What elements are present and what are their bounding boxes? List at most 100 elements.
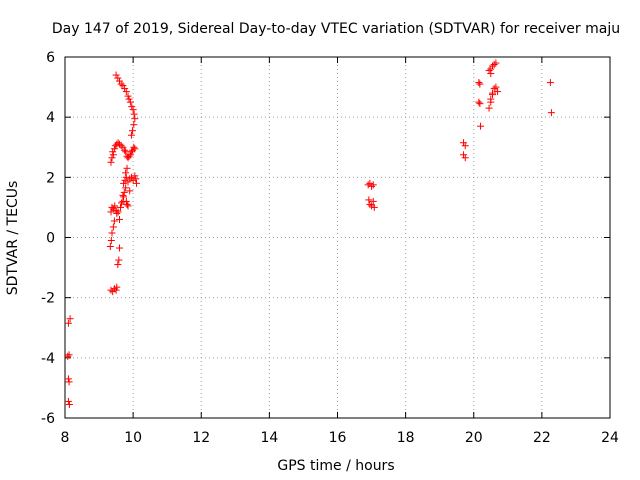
- data-point: [490, 61, 498, 69]
- data-point: [117, 80, 125, 88]
- data-point: [476, 80, 484, 88]
- data-point: [130, 110, 138, 118]
- data-point: [485, 67, 493, 75]
- x-tick-label: 14: [260, 430, 278, 446]
- data-point: [118, 199, 126, 207]
- data-point: [117, 142, 125, 150]
- data-point: [106, 243, 114, 251]
- data-point: [492, 83, 500, 91]
- data-point: [492, 59, 500, 67]
- data-point: [475, 79, 483, 87]
- data-point: [116, 244, 123, 252]
- data-point: [119, 82, 127, 90]
- data-point: [116, 140, 123, 148]
- data-point: [116, 215, 123, 223]
- data-point: [487, 95, 495, 103]
- data-point: [460, 151, 468, 159]
- y-tick-label: -2: [41, 291, 55, 307]
- x-axis: 8 10 12 14 16 18 20 22 24: [61, 57, 619, 446]
- data-point: [122, 169, 130, 177]
- data-point: [130, 143, 138, 151]
- data-series: [64, 59, 555, 408]
- data-point: [124, 92, 132, 100]
- data-point: [131, 115, 139, 123]
- data-point: [64, 352, 72, 360]
- data-point: [64, 397, 72, 405]
- data-point: [476, 100, 484, 108]
- data-point: [119, 191, 127, 199]
- data-point: [117, 203, 125, 211]
- data-point: [114, 139, 122, 147]
- data-point: [115, 256, 123, 264]
- data-point: [122, 184, 130, 192]
- data-point: [477, 122, 485, 130]
- y-tick-label: 6: [46, 50, 55, 66]
- data-point: [475, 98, 483, 106]
- data-point: [109, 223, 117, 231]
- data-point: [121, 85, 129, 93]
- data-point: [131, 172, 139, 180]
- grid: [65, 57, 610, 418]
- x-tick-label: 24: [601, 430, 619, 446]
- data-point: [131, 145, 139, 153]
- data-point: [122, 197, 130, 205]
- data-point: [366, 200, 374, 208]
- data-point: [107, 237, 115, 245]
- x-tick-label: 22: [533, 430, 551, 446]
- data-point: [120, 193, 128, 201]
- data-point: [130, 121, 138, 129]
- data-point: [108, 154, 116, 162]
- y-tick-label: -4: [41, 351, 55, 367]
- x-tick-label: 10: [124, 430, 142, 446]
- data-point: [488, 91, 496, 99]
- data-point: [120, 179, 128, 187]
- data-point: [65, 378, 73, 386]
- x-tick-label: 12: [192, 430, 210, 446]
- data-point: [132, 175, 140, 183]
- data-point: [369, 197, 377, 205]
- data-point: [365, 196, 373, 204]
- data-point: [126, 175, 134, 183]
- x-axis-label: GPS time / hours: [277, 458, 394, 474]
- data-point: [65, 351, 73, 359]
- data-point: [64, 319, 72, 327]
- data-point: [114, 261, 122, 269]
- x-tick-label: 16: [329, 430, 347, 446]
- data-point: [126, 151, 134, 159]
- data-point: [114, 208, 122, 216]
- data-point: [487, 70, 495, 78]
- data-point: [123, 164, 131, 172]
- data-point: [460, 139, 468, 147]
- data-point: [109, 288, 117, 296]
- chart-title: Day 147 of 2019, Sidereal Day-to-day VTE…: [52, 21, 620, 37]
- data-point: [369, 181, 377, 189]
- data-point: [124, 202, 132, 210]
- y-axis: -6 -4 -2 0 2 4 6: [41, 50, 610, 427]
- data-point: [110, 217, 118, 225]
- data-point: [547, 109, 555, 117]
- data-point: [65, 400, 73, 408]
- data-point: [109, 151, 117, 159]
- data-point: [112, 71, 120, 79]
- y-tick-label: 0: [46, 231, 55, 247]
- data-point: [128, 103, 136, 111]
- data-point: [113, 283, 121, 291]
- data-point: [129, 106, 137, 114]
- data-point: [125, 152, 133, 160]
- data-point: [119, 143, 127, 151]
- y-tick-label: 4: [46, 110, 55, 126]
- data-point: [123, 200, 131, 208]
- x-tick-label: 20: [465, 430, 483, 446]
- data-point: [125, 95, 133, 103]
- data-point: [107, 158, 115, 166]
- data-point: [113, 209, 121, 217]
- data-point: [546, 79, 554, 87]
- data-point: [461, 154, 469, 162]
- data-point: [127, 131, 135, 139]
- data-point: [108, 229, 116, 237]
- data-point: [121, 176, 129, 184]
- data-point: [488, 62, 496, 70]
- x-tick-label: 8: [61, 430, 70, 446]
- data-point: [124, 178, 132, 186]
